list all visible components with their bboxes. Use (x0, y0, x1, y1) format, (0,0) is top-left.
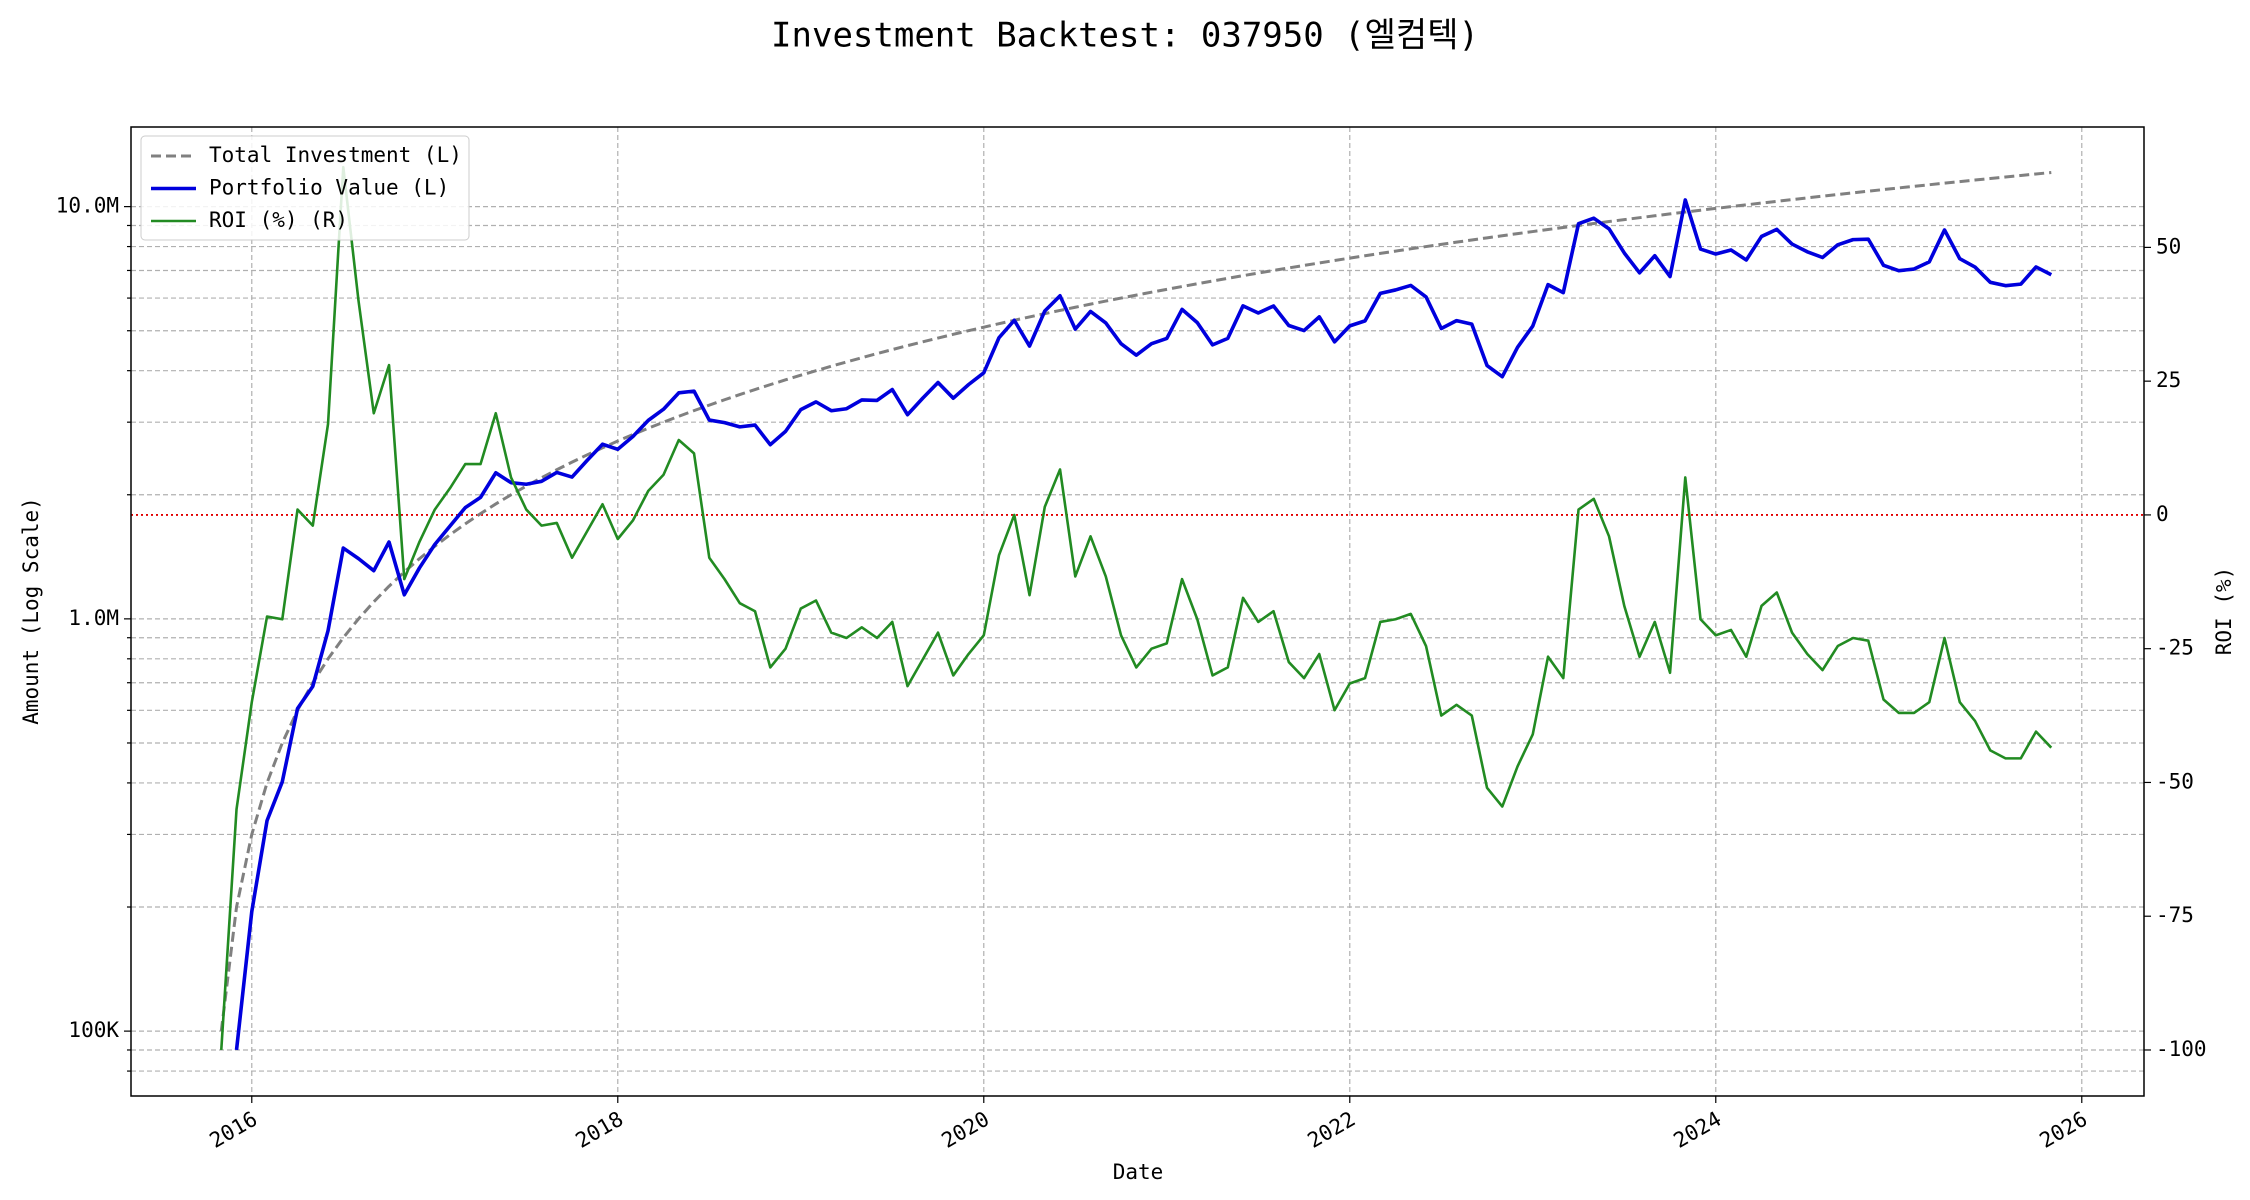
y-tick-label: 10.0M (56, 194, 119, 218)
y2-tick-label: -75 (2156, 903, 2194, 927)
y2-axis-label: ROI (%) (2212, 567, 2236, 656)
series-line (219, 170, 2052, 1032)
y2-tick-label: -50 (2156, 769, 2194, 793)
x-axis-label: Date (1113, 1160, 1164, 1184)
legend-label: ROI (%) (R) (209, 208, 348, 232)
y-tick-label: 1.0M (68, 606, 119, 630)
plot-frame (130, 126, 2145, 1097)
legend-label: Portfolio Value (L) (209, 176, 449, 200)
y2-tick-label: -25 (2156, 636, 2194, 660)
y-axis-label: Amount (Log Scale) (19, 497, 43, 725)
series-line (219, 165, 2053, 1051)
legend-label: Total Investment (L) (209, 143, 462, 167)
chart-title: Investment Backtest: 037950 (엘컴텍) (771, 16, 1479, 56)
y2-tick-label: 0 (2156, 502, 2169, 526)
y2-tick-label: 25 (2156, 368, 2181, 392)
series-line (234, 198, 2053, 1051)
y2-tick-label: -100 (2156, 1037, 2207, 1061)
legend-box (140, 135, 470, 241)
y-tick-label: 100K (68, 1018, 119, 1042)
y2-tick-label: 50 (2156, 234, 2181, 258)
